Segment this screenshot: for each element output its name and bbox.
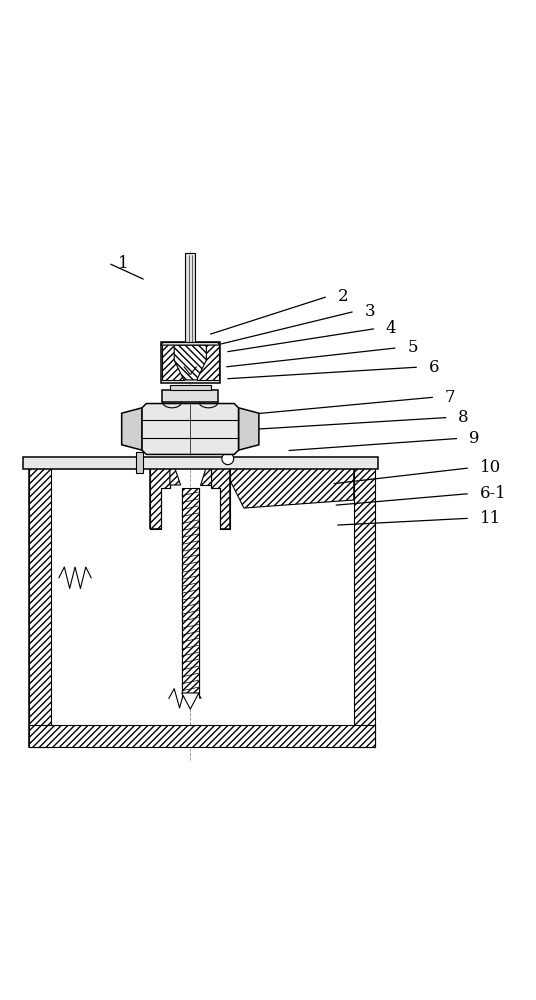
Text: 6-1: 6-1 [480, 485, 507, 502]
Bar [162, 390, 218, 402]
Text: 3: 3 [364, 303, 375, 320]
Polygon shape [162, 344, 184, 380]
Text: 4: 4 [386, 320, 397, 337]
Bar [161, 342, 220, 383]
Polygon shape [354, 465, 375, 747]
Text: 9: 9 [469, 430, 480, 447]
Polygon shape [174, 345, 206, 380]
Circle shape [222, 453, 234, 465]
Bar [23, 457, 378, 469]
Polygon shape [239, 408, 259, 450]
Polygon shape [29, 725, 375, 747]
Text: 1: 1 [118, 255, 129, 272]
Bar [136, 452, 143, 473]
Polygon shape [230, 465, 354, 508]
Bar [185, 253, 195, 347]
Polygon shape [197, 344, 219, 380]
Text: 10: 10 [480, 459, 501, 476]
Polygon shape [211, 465, 230, 529]
Polygon shape [182, 693, 199, 709]
Text: 8: 8 [458, 409, 469, 426]
Polygon shape [182, 488, 199, 693]
Bar [170, 385, 211, 390]
Circle shape [222, 453, 234, 465]
Polygon shape [122, 408, 142, 450]
Text: 2: 2 [338, 288, 348, 305]
Polygon shape [161, 342, 220, 345]
Text: 6: 6 [429, 359, 440, 376]
Text: 5: 5 [407, 339, 418, 356]
Polygon shape [170, 466, 181, 485]
Polygon shape [150, 465, 170, 529]
Polygon shape [142, 404, 239, 454]
Bar [182, 488, 199, 698]
Polygon shape [200, 466, 211, 485]
Polygon shape [29, 465, 51, 747]
Text: 7: 7 [445, 389, 456, 406]
Bar [29, 465, 375, 747]
Text: 11: 11 [480, 510, 501, 527]
